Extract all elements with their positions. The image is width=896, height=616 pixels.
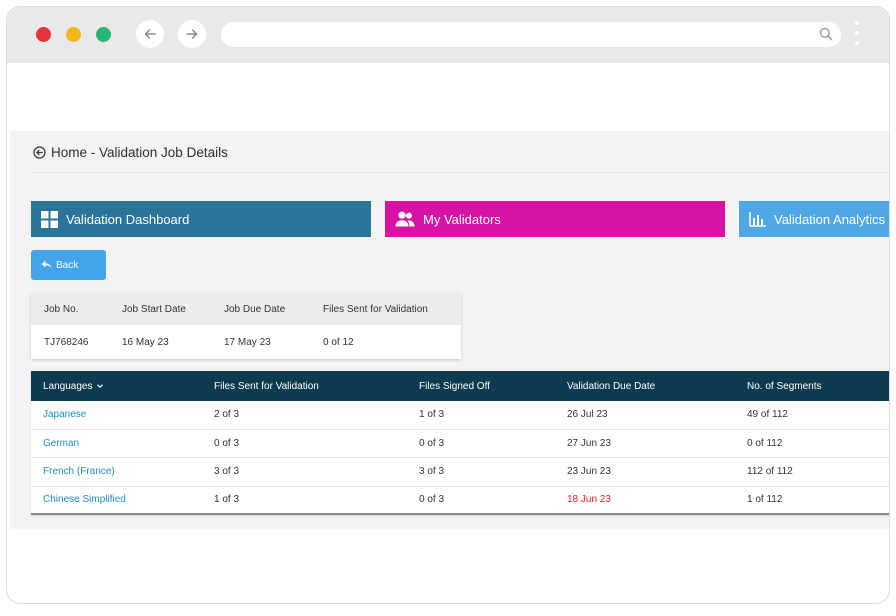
circle-arrow-left-icon (33, 146, 46, 159)
maximize-window-dot[interactable] (96, 27, 111, 42)
reply-arrow-icon (41, 260, 52, 269)
job-summary-header: Job No. Job Start Date Job Due Date File… (31, 294, 461, 325)
files-signed-cell: 0 of 3 (419, 494, 445, 506)
job-no-value: TJ768246 (44, 336, 89, 348)
breadcrumb[interactable]: Home - Validation Job Details (33, 145, 228, 160)
job-start-date-value: 16 May 23 (122, 336, 169, 348)
table-row: French (France) 3 of 3 3 of 3 23 Jun 23 … (31, 458, 889, 487)
column-header: Validation Due Date (567, 380, 656, 392)
close-window-dot[interactable] (36, 27, 51, 42)
due-date-cell: 26 Jul 23 (567, 409, 608, 421)
browser-menu-icon[interactable] (855, 21, 861, 49)
segments-cell: 1 of 112 (747, 494, 783, 506)
files-signed-cell: 1 of 3 (419, 409, 445, 421)
segments-cell: 49 of 112 (747, 409, 788, 421)
job-no-header: Job No. (44, 304, 79, 315)
grid-icon (41, 210, 58, 228)
column-header: No. of Segments (747, 380, 822, 392)
table-row: German 0 of 3 0 of 3 27 Jun 23 0 of 112 (31, 430, 889, 458)
job-start-date-header: Job Start Date (122, 304, 186, 315)
files-sent-cell: 0 of 3 (214, 437, 240, 449)
job-due-date-header: Job Due Date (224, 304, 286, 315)
browser-window: Home - Validation Job Details Validation… (6, 6, 890, 604)
files-sent-cell: 2 of 3 (214, 409, 240, 421)
files-signed-cell: 3 of 3 (419, 466, 445, 478)
files-sent-cell: 3 of 3 (214, 466, 240, 478)
table-row: Chinese Simplified 1 of 3 0 of 3 18 Jun … (31, 487, 889, 515)
table-row: Japanese 2 of 3 1 of 3 26 Jul 23 49 of 1… (31, 401, 889, 430)
bar-chart-icon (749, 211, 766, 227)
due-date-cell: 23 Jun 23 (567, 466, 611, 478)
files-sent-value: 0 of 12 (323, 336, 354, 348)
address-bar[interactable] (221, 22, 841, 47)
languages-sort-header[interactable]: Languages (43, 371, 104, 401)
browser-back-button[interactable] (136, 20, 164, 48)
app-content: Home - Validation Job Details Validation… (10, 131, 889, 529)
back-button[interactable]: Back (31, 250, 106, 280)
divider (33, 172, 889, 173)
minimize-window-dot[interactable] (66, 27, 81, 42)
arrow-right-icon (186, 29, 198, 39)
due-date-cell-overdue: 18 Jun 23 (567, 494, 611, 506)
column-header: Files Sent for Validation (214, 380, 319, 392)
language-link[interactable]: Japanese (43, 409, 87, 421)
column-header: Languages (43, 380, 93, 392)
segments-cell: 112 of 112 (747, 466, 793, 478)
language-link[interactable]: French (France) (43, 466, 115, 478)
job-summary-card: Job No. Job Start Date Job Due Date File… (31, 294, 461, 359)
segments-cell: 0 of 112 (747, 437, 783, 449)
language-link[interactable]: Chinese Simplified (43, 494, 126, 506)
job-summary-row: TJ768246 16 May 23 17 May 23 0 of 12 (31, 325, 461, 359)
tile-label: Validation Analytics (774, 211, 886, 227)
files-sent-header: Files Sent for Validation (323, 304, 428, 315)
files-signed-cell: 0 of 3 (419, 437, 445, 449)
due-date-cell: 27 Jun 23 (567, 437, 611, 449)
back-button-label: Back (56, 259, 79, 271)
table-header: Languages Files Sent for Validation File… (31, 371, 889, 401)
browser-forward-button[interactable] (178, 20, 206, 48)
arrow-left-icon (144, 29, 156, 39)
validation-analytics-tile[interactable]: Validation Analytics (739, 201, 889, 237)
users-icon (395, 211, 415, 227)
validation-dashboard-tile[interactable]: Validation Dashboard (31, 201, 371, 237)
language-link[interactable]: German (43, 437, 80, 449)
search-icon[interactable] (819, 27, 833, 46)
chevron-down-icon (96, 384, 103, 389)
browser-toolbar (7, 7, 889, 63)
column-header: Files Signed Off (419, 380, 490, 392)
my-validators-tile[interactable]: My Validators (385, 201, 725, 237)
tile-label: Validation Dashboard (66, 211, 190, 227)
breadcrumb-label: Home - Validation Job Details (51, 145, 228, 160)
files-sent-cell: 1 of 3 (214, 494, 240, 506)
languages-table: Languages Files Sent for Validation File… (31, 371, 889, 515)
tile-label: My Validators (423, 211, 501, 227)
job-due-date-value: 17 May 23 (224, 336, 271, 348)
